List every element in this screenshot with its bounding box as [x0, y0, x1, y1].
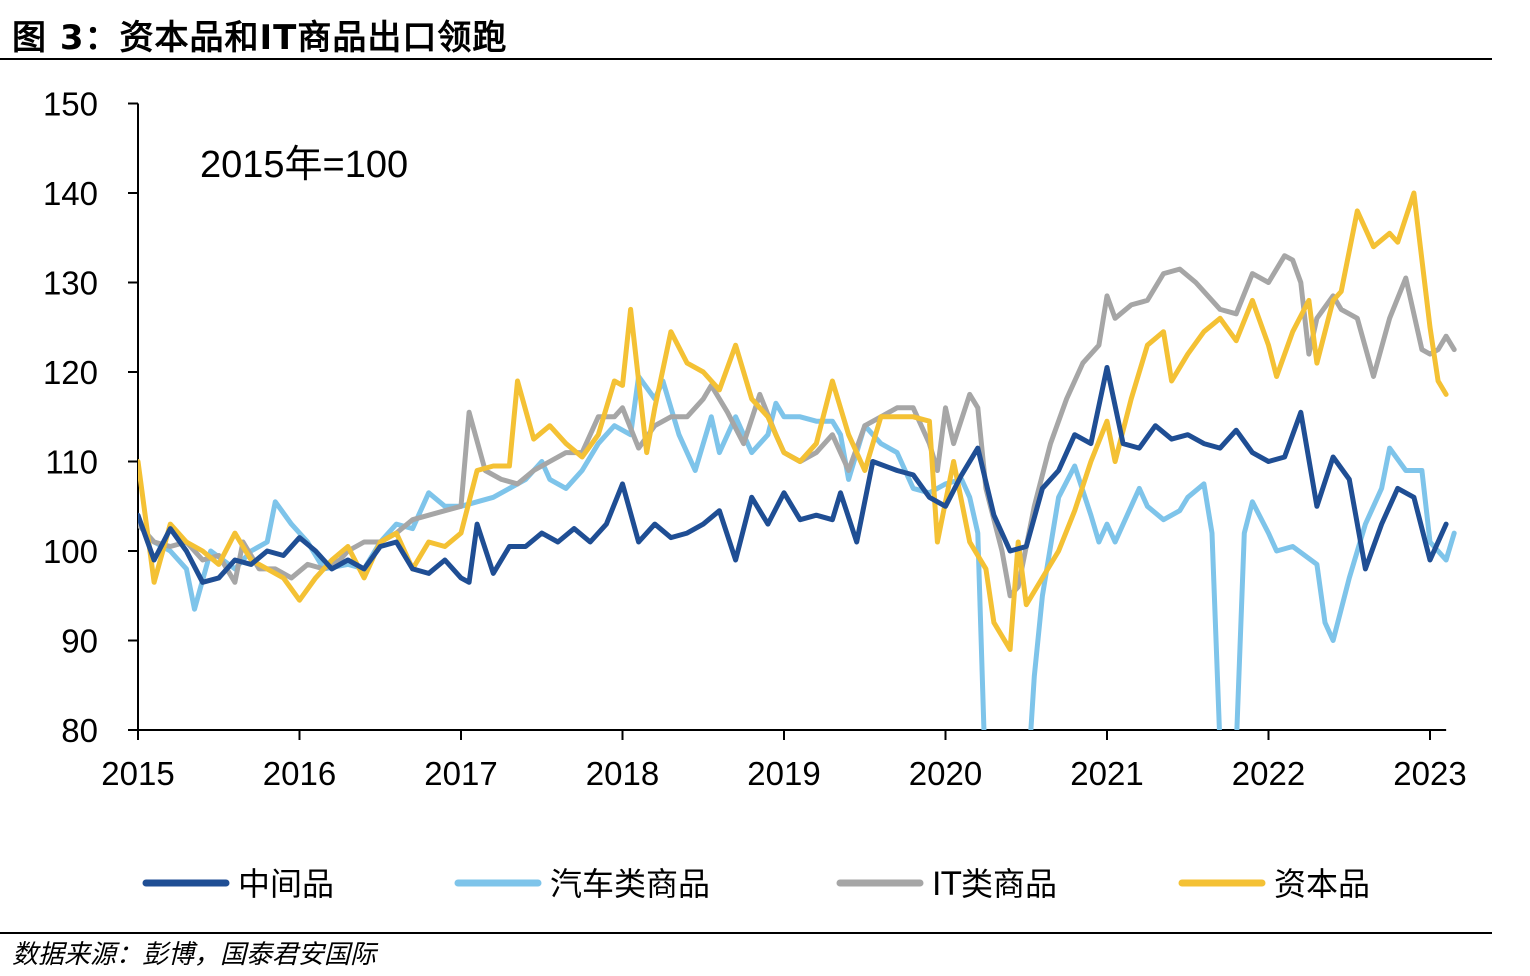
x-tick-label: 2017 — [424, 755, 497, 792]
y-tick-label: 130 — [43, 265, 98, 302]
y-tick-label: 80 — [61, 712, 98, 749]
x-tick-label: 2019 — [747, 755, 820, 792]
y-tick-label: 110 — [45, 444, 98, 481]
legend-label-it: IT类商品 — [932, 865, 1057, 903]
x-tick-label: 2016 — [263, 755, 336, 792]
figure-title: 图 3：资本品和IT商品出口领跑 — [12, 18, 508, 58]
series-line-auto — [138, 374, 1457, 730]
y-tick-label: 90 — [61, 623, 98, 660]
legend: 中间品 汽车类商品 IT类商品 资本品 — [142, 865, 1370, 903]
series-line-intermediate — [138, 365, 1449, 585]
y-tick-label: 150 — [43, 86, 98, 123]
base-year-annotation: 2015年=100 — [200, 144, 408, 186]
x-tick-label: 2018 — [586, 755, 659, 792]
axes-layer: 80 90 100 110 120 130 140 150 2015 2016 2017 2018 20… — [43, 86, 1467, 793]
y-tick-label: 100 — [43, 533, 98, 570]
line-chart: 80 90 100 110 120 130 140 150 2015 2016 2017 2018 20… — [43, 86, 1467, 904]
x-tick-label: 2023 — [1393, 755, 1466, 792]
series-line-capital — [138, 190, 1449, 652]
source-divider — [0, 932, 1492, 934]
legend-label-intermediate: 中间品 — [238, 865, 334, 903]
x-tick-label: 2022 — [1232, 755, 1305, 792]
y-tick-label: 140 — [43, 175, 98, 212]
legend-label-capital: 资本品 — [1274, 865, 1370, 903]
series-layer — [138, 190, 1457, 730]
y-tick-label: 120 — [43, 354, 98, 391]
legend-label-auto: 汽车类商品 — [550, 865, 710, 903]
x-tick-label: 2020 — [909, 755, 982, 792]
title-divider — [0, 58, 1492, 60]
source-note: 数据来源：彭博，国泰君安国际 — [12, 940, 377, 970]
x-tick-label: 2015 — [101, 755, 174, 792]
x-tick-label: 2021 — [1070, 755, 1143, 792]
